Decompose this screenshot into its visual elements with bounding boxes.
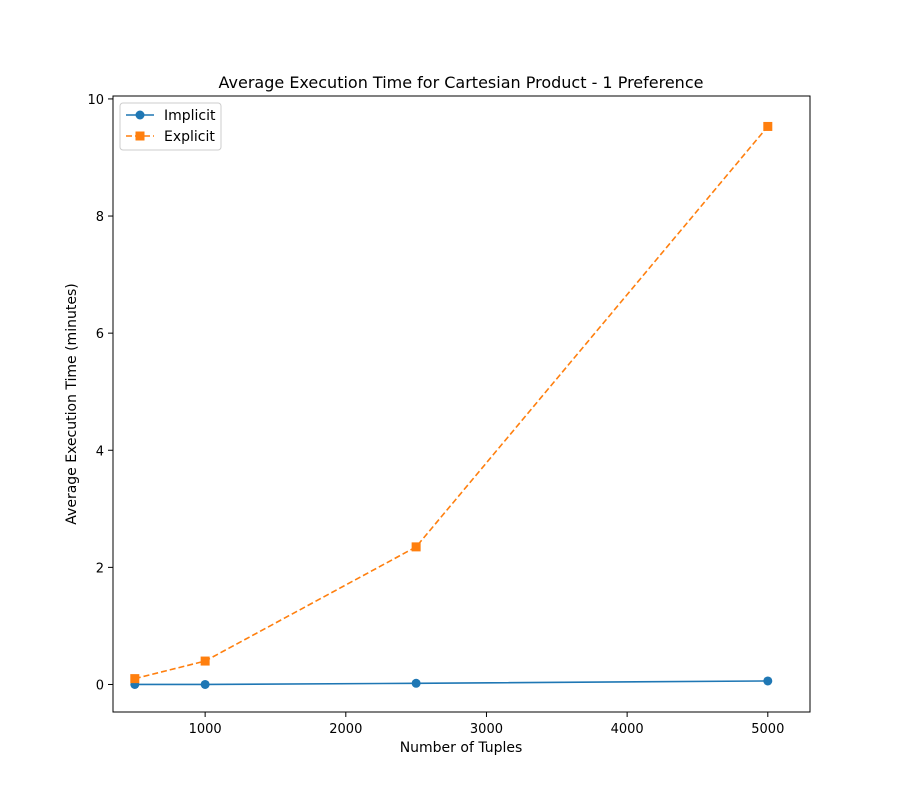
- y-tick-label-4: 8: [96, 210, 104, 225]
- data-point-implicit-3: [763, 676, 773, 686]
- x-tick-label-0: 1000: [189, 722, 222, 737]
- series-line-explicit: [134, 125, 769, 680]
- data-point-explicit-3: [763, 121, 773, 131]
- legend-label-explicit: Explicit: [164, 129, 215, 145]
- y-axis-ticks: 0 2 4 6 8 10: [87, 93, 113, 693]
- chart-title: Average Execution Time for Cartesian Pro…: [219, 73, 704, 92]
- data-point-explicit-2: [411, 542, 421, 552]
- legend-label-implicit: Implicit: [164, 108, 216, 124]
- y-tick-label-3: 6: [96, 327, 104, 342]
- series-line-implicit: [134, 680, 768, 686]
- x-tick-label-1: 2000: [329, 722, 362, 737]
- x-tick-label-3: 4000: [611, 722, 644, 737]
- data-point-implicit-2: [411, 678, 421, 688]
- y-tick-label-1: 2: [96, 561, 104, 576]
- x-tick-label-2: 3000: [470, 722, 503, 737]
- data-point-explicit-0: [130, 674, 140, 684]
- plot-area: [130, 121, 773, 689]
- y-tick-label-5: 10: [87, 93, 104, 108]
- y-axis-label: Average Execution Time (minutes): [64, 283, 80, 524]
- y-tick-label-2: 4: [96, 444, 104, 459]
- x-tick-label-4: 5000: [751, 722, 784, 737]
- x-axis-ticks: 1000 2000 3000 4000 5000: [189, 712, 784, 737]
- legend-marker-explicit: [135, 131, 145, 141]
- data-point-implicit-1: [200, 679, 210, 689]
- axes-frame: [112, 95, 811, 713]
- legend-marker-implicit: [135, 110, 145, 120]
- y-tick-label-0: 0: [96, 678, 104, 693]
- legend: Implicit Explicit: [119, 102, 222, 151]
- x-axis-label: Number of Tuples: [400, 740, 523, 756]
- data-point-explicit-1: [200, 656, 210, 666]
